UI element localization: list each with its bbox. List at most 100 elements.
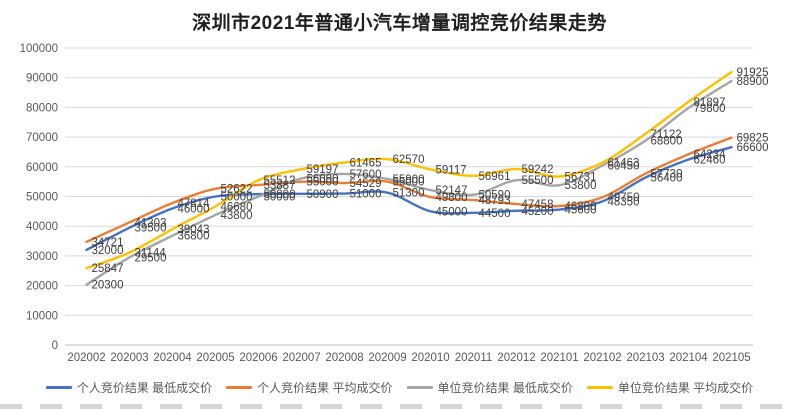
data-label: 56400: [651, 172, 683, 184]
x-axis-tick-label: 202104: [669, 352, 708, 364]
data-label: 68800: [651, 136, 683, 148]
data-label: 51000: [350, 189, 382, 201]
x-axis-tick-label: 202006: [239, 352, 277, 364]
y-axis-tick-label: 70000: [26, 132, 58, 144]
data-label: 32000: [92, 245, 124, 257]
data-label: 81897: [694, 97, 726, 109]
x-axis-tick-label: 202103: [626, 352, 664, 364]
y-axis-tick-label: 40000: [26, 221, 58, 233]
x-axis-tick-label: 202003: [110, 352, 148, 364]
y-axis-tick-label: 100000: [20, 43, 58, 55]
y-axis-tick-label: 20000: [26, 281, 58, 293]
data-label: 50590: [479, 190, 511, 202]
data-label: 62570: [393, 154, 425, 166]
data-label: 71122: [651, 129, 682, 141]
y-axis-tick-label: 0: [52, 340, 58, 352]
data-label: 50900: [307, 189, 339, 201]
x-axis-tick-label: 202101: [540, 352, 578, 364]
data-label: 29500: [135, 252, 167, 264]
data-label: 55900: [393, 174, 425, 186]
data-label: 55000: [393, 177, 425, 189]
chart-title: 深圳市2021年普通小汽车增量调控竞价结果走势: [192, 13, 607, 34]
data-label: 59197: [307, 164, 339, 176]
data-label: 48793: [479, 195, 511, 207]
data-label: 49750: [608, 192, 640, 204]
legend-item-0: 个人竞价结果 最低成交价: [45, 379, 213, 396]
legend-line-marker: [406, 386, 433, 389]
data-label: 69825: [737, 133, 769, 145]
legend-item-2: 单位竞价结果 最低成交价: [406, 379, 573, 396]
series-line-0: [85, 145, 733, 252]
data-label: 61463: [608, 157, 640, 169]
data-label: 43800: [221, 210, 253, 222]
data-label: 56961: [479, 171, 511, 183]
data-label: 46800: [565, 201, 597, 213]
x-axis-tick-label: 202007: [282, 352, 320, 364]
data-label: 20300: [92, 280, 124, 292]
y-axis-tick-label: 50000: [26, 192, 58, 204]
data-label: 45600: [565, 205, 597, 217]
data-label: 48350: [608, 196, 640, 208]
legend-line-marker: [45, 386, 72, 389]
y-axis-tick-label: 30000: [26, 251, 58, 263]
x-axis-tick-label: 202008: [325, 352, 363, 364]
data-label: 25847: [92, 263, 124, 275]
data-label: 51300: [393, 188, 425, 200]
data-label: 31144: [135, 248, 167, 260]
x-axis-tick-label: 202011: [455, 352, 493, 364]
data-label: 66600: [737, 142, 769, 154]
legend-label: 单位竞价结果 平均成交价: [617, 381, 754, 395]
legend-item-1: 个人竞价结果 平均成交价: [226, 379, 393, 396]
data-label: 60450: [608, 160, 640, 172]
data-label: 46680: [221, 201, 253, 213]
x-axis-tick-label: 202012: [497, 352, 535, 364]
x-axis-tick-label: 202004: [153, 352, 192, 364]
data-label: 61465: [350, 157, 382, 169]
data-label: 52622: [221, 184, 253, 196]
data-label: 79800: [694, 103, 726, 115]
data-label: 54529: [350, 178, 382, 190]
chart-legend: 个人竞价结果 最低成交价 个人竞价结果 平均成交价 单位竞价结果 最低成交价 单位竞价…: [0, 379, 799, 396]
cropped-row-decoration: [0, 404, 799, 409]
data-label: 45200: [522, 206, 554, 218]
data-label: 55000: [307, 177, 339, 189]
series-line-3: [85, 70, 733, 270]
legend-label: 个人竞价结果 最低成交价: [76, 381, 213, 395]
data-label: 47458: [522, 199, 554, 211]
y-axis-tick-label: 80000: [26, 102, 58, 114]
data-label: 59117: [436, 164, 467, 176]
data-label: 56731: [565, 172, 597, 184]
data-label: 39500: [135, 223, 167, 235]
data-label: 34721: [92, 237, 124, 249]
data-label: 56090: [307, 173, 339, 185]
data-label: 52147: [436, 185, 468, 197]
legend-line-marker: [226, 386, 253, 389]
data-label: 41303: [135, 217, 167, 229]
data-label: 62460: [694, 154, 726, 166]
data-label: 55512: [264, 175, 296, 187]
x-axis-tick-label: 202102: [583, 352, 621, 364]
data-label: 49800: [436, 192, 468, 204]
legend-line-marker: [586, 386, 613, 389]
x-axis-tick-label: 202009: [368, 352, 406, 364]
line-chart-canvas: 0 10000 20000 30000 40000 50000 60000 70000 8000…: [20, 43, 769, 364]
data-label: 57730: [651, 169, 683, 181]
data-label: 53800: [565, 180, 597, 192]
data-label: 36800: [178, 231, 210, 243]
data-label: 50800: [264, 189, 296, 201]
data-label: 57600: [350, 169, 382, 181]
legend-item-3: 单位竞价结果 平均成交价: [586, 379, 754, 396]
data-label: 64234: [694, 149, 727, 161]
x-axis-tick-label: 202105: [712, 352, 750, 364]
data-label: 39043: [178, 224, 210, 236]
series-line-2: [85, 79, 733, 286]
data-label: 59242: [522, 164, 554, 176]
series-line-1: [85, 136, 733, 244]
x-axis-tick-label: 202010: [411, 352, 449, 364]
legend-label: 个人竞价结果 平均成交价: [257, 381, 393, 395]
data-label: 55500: [522, 175, 554, 187]
data-label: 50000: [264, 192, 296, 204]
x-axis-tick-label: 202002: [67, 352, 105, 364]
data-label: 53887: [264, 180, 296, 192]
